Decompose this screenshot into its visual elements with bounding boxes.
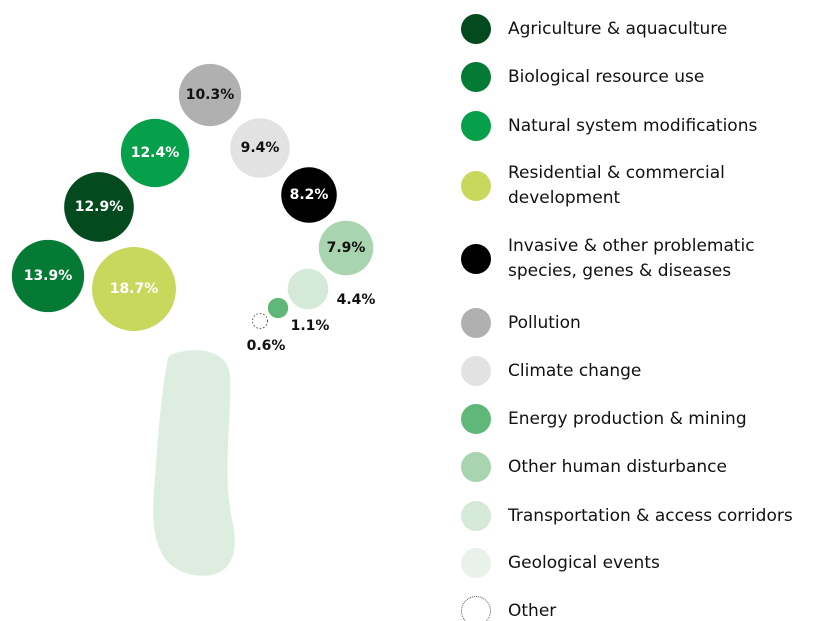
legend-label: Transportation & access corridors xyxy=(508,504,833,529)
legend-swatch xyxy=(461,111,491,141)
value-label: 4.4% xyxy=(337,292,376,308)
legend-swatch xyxy=(461,452,491,482)
legend-label: Other xyxy=(508,599,833,621)
legend-label: Geological events xyxy=(508,551,833,576)
legend-item: Biological resource use xyxy=(461,52,833,102)
legend-label: Residential & commercial development xyxy=(508,161,773,211)
legend-label: Pollution xyxy=(508,311,833,336)
value-label: 18.7% xyxy=(110,281,159,297)
legend-label: Invasive & other problematic species, ge… xyxy=(508,234,773,284)
value-label: 10.3% xyxy=(186,87,235,103)
value-label: 12.9% xyxy=(75,199,124,215)
legend-item: Residential & commercial development xyxy=(461,161,773,211)
legend-label: Energy production & mining xyxy=(508,407,833,432)
legend-swatch xyxy=(461,404,491,434)
legend-label: Biological resource use xyxy=(508,65,833,90)
legend-item: Agriculture & aquaculture xyxy=(461,4,833,54)
legend-item: Other xyxy=(461,586,833,621)
legend-item: Climate change xyxy=(461,346,833,396)
legend-item: Energy production & mining xyxy=(461,394,833,444)
value-label: 12.4% xyxy=(131,145,180,161)
legend-label: Other human disturbance xyxy=(508,455,833,480)
bubble xyxy=(268,298,288,318)
page: 12.9% 13.9% 12.4% 18.7% 8.2% 10.3% 9.4% 1.1% 7.9… xyxy=(0,0,833,621)
legend-label: Climate change xyxy=(508,359,833,384)
legend-label: Natural system modifications xyxy=(508,114,833,139)
legend-item: Pollution xyxy=(461,298,833,348)
legend-swatch xyxy=(461,308,491,338)
legend-item: Invasive & other problematic species, ge… xyxy=(461,234,773,284)
footprint-sole xyxy=(153,350,235,576)
value-label: 9.4% xyxy=(241,140,280,156)
legend-item: Natural system modifications xyxy=(461,101,833,151)
value-label: 8.2% xyxy=(290,187,329,203)
value-label: 13.9% xyxy=(24,268,73,284)
legend-swatch xyxy=(461,62,491,92)
value-label: 0.6% xyxy=(247,338,286,354)
value-label: 1.1% xyxy=(291,318,330,334)
bubble xyxy=(288,269,329,310)
legend-swatch xyxy=(461,501,491,531)
legend-item: Geological events xyxy=(461,538,833,588)
legend-swatch xyxy=(461,244,491,274)
legend-swatch xyxy=(461,171,491,201)
bubble xyxy=(252,313,267,328)
legend-item: Transportation & access corridors xyxy=(461,491,833,541)
legend-label: Agriculture & aquaculture xyxy=(508,17,833,42)
legend-swatch xyxy=(461,596,491,621)
value-label: 7.9% xyxy=(327,240,366,256)
legend-item: Other human disturbance xyxy=(461,442,833,492)
legend-swatch xyxy=(461,356,491,386)
legend-swatch xyxy=(461,14,491,44)
legend-swatch xyxy=(461,548,491,578)
